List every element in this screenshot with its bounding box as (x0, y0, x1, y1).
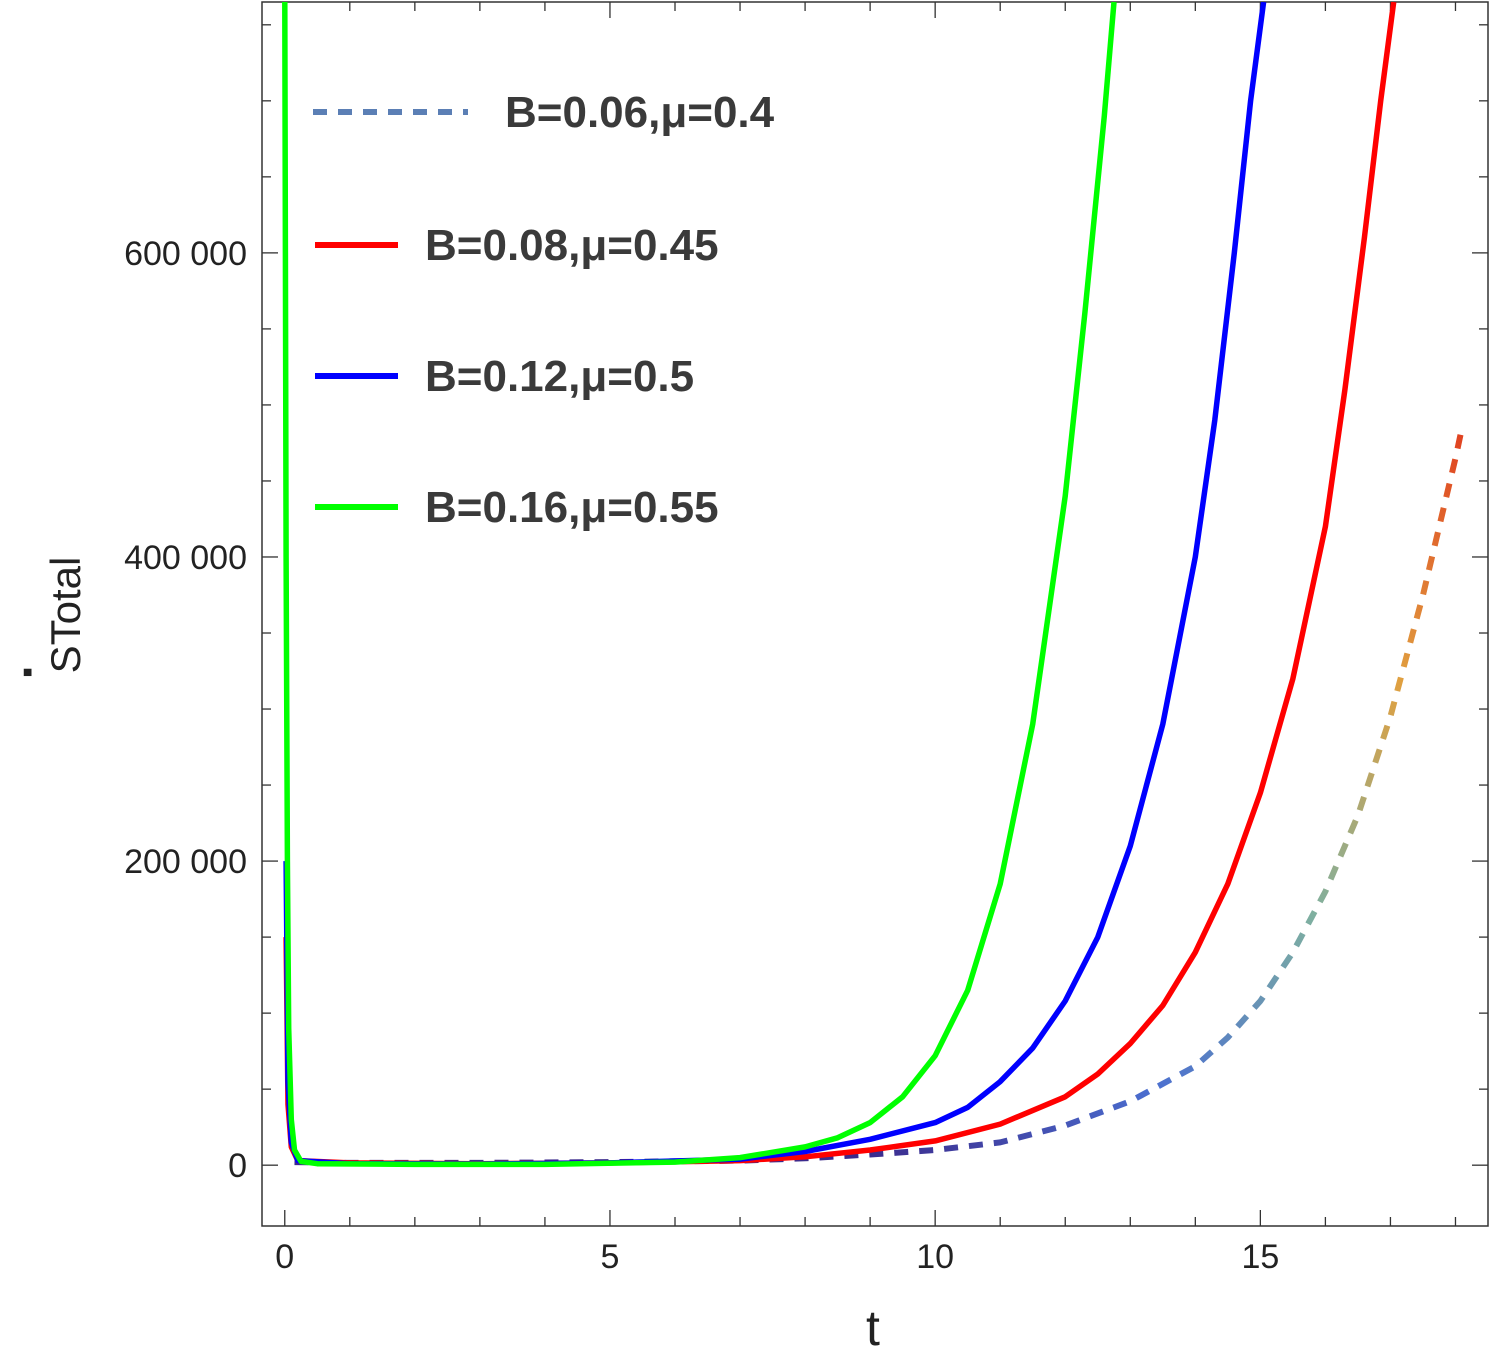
legend: B=0.06,μ=0.4 B=0.08,μ=0.45 B=0.12,μ=0.5 B=0… (313, 88, 775, 532)
series-layer (282, 2, 1465, 1168)
plot-border (261, 1, 1489, 1227)
axis-ticks (262, 2, 1488, 1226)
y-tick-label: 200 000 (124, 843, 247, 881)
series-line-4 (282, 2, 1117, 1168)
plot-frame (261, 1, 1489, 1227)
y-axis-title: · STotal (0, 557, 89, 680)
x-tick-label: 10 (916, 1238, 954, 1276)
series-line-1 (294, 427, 1465, 1166)
y-tick-label: 0 (228, 1147, 247, 1185)
axis-tick-labels: 0 5 10 15 0 200 000 400 000 600 000 (124, 235, 1279, 1276)
y-tick-label: 400 000 (124, 539, 247, 577)
legend-label: B=0.12,μ=0.5 (425, 352, 694, 401)
series-line-3 (283, 2, 1267, 1167)
y-axis-title-dot: · (0, 662, 57, 679)
legend-label: B=0.08,μ=0.45 (425, 221, 719, 270)
legend-label: B=0.16,μ=0.55 (425, 483, 719, 532)
x-tick-label: 0 (275, 1238, 294, 1276)
series-line-2 (283, 2, 1397, 1167)
x-tick-label: 5 (601, 1238, 620, 1276)
y-axis-title-text: STotal (42, 557, 89, 674)
legend-label: B=0.06,μ=0.4 (505, 88, 775, 137)
x-tick-label: 15 (1241, 1238, 1279, 1276)
y-tick-label: 600 000 (124, 235, 247, 273)
x-axis-title: t (866, 1300, 880, 1356)
